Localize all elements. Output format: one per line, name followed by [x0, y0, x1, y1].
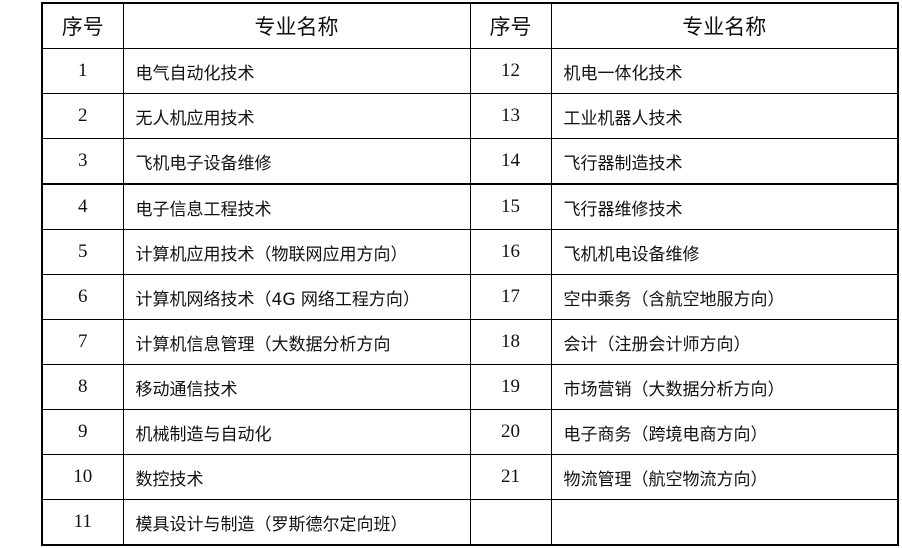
index-cell: 12	[469, 48, 552, 94]
header-major-name: 专业名称	[550, 2, 899, 49]
major-name-cell: 模具设计与制造（罗斯德尔定向班）	[122, 499, 471, 546]
index-cell: 8	[41, 364, 124, 410]
major-name-cell: 飞行器制造技术	[550, 138, 899, 185]
index-cell	[469, 499, 552, 546]
index-cell: 14	[469, 138, 552, 185]
table-row: 9 机械制造与自动化 20 电子商务（跨境电商方向）	[41, 409, 899, 455]
index-cell: 19	[469, 364, 552, 410]
header-row: 序号 专业名称 序号 专业名称	[41, 2, 899, 49]
major-name-cell: 数控技术	[122, 454, 471, 500]
major-name-cell: 电子商务（跨境电商方向）	[550, 409, 899, 455]
index-cell: 13	[469, 93, 552, 139]
index-cell: 21	[469, 454, 552, 500]
index-cell: 17	[469, 274, 552, 320]
major-name-cell: 飞机电子设备维修	[122, 138, 471, 185]
major-name-cell: 机械制造与自动化	[122, 409, 471, 455]
table-row: 10 数控技术 21 物流管理（航空物流方向）	[41, 454, 899, 500]
index-cell: 18	[469, 319, 552, 365]
index-cell: 9	[41, 409, 124, 455]
major-name-cell: 飞行器维修技术	[550, 183, 899, 230]
table-row: 1 电气自动化技术 12 机电一体化技术	[41, 48, 899, 94]
major-name-cell: 机电一体化技术	[550, 48, 899, 94]
major-name-cell: 计算机信息管理（大数据分析方向	[122, 319, 471, 365]
major-name-cell: 会计（注册会计师方向）	[550, 319, 899, 365]
major-name-cell	[550, 499, 899, 546]
header-index: 序号	[41, 2, 124, 49]
table-row: 3 飞机电子设备维修 14 飞行器制造技术	[41, 138, 899, 185]
index-cell: 2	[41, 93, 124, 139]
table-row: 2 无人机应用技术 13 工业机器人技术	[41, 93, 899, 139]
header-major-name: 专业名称	[122, 2, 471, 49]
table-row: 5 计算机应用技术（物联网应用方向） 16 飞机机电设备维修	[41, 229, 899, 275]
index-cell: 4	[41, 183, 124, 230]
index-cell: 20	[469, 409, 552, 455]
major-name-cell: 计算机网络技术（4G 网络工程方向）	[122, 274, 471, 320]
index-cell: 11	[41, 499, 124, 546]
major-name-cell: 工业机器人技术	[550, 93, 899, 139]
majors-table: 序号 专业名称 序号 专业名称 1 电气自动化技术 12 机电一体化技术 2 无人机应用技…	[41, 2, 899, 546]
major-name-cell: 无人机应用技术	[122, 93, 471, 139]
index-cell: 16	[469, 229, 552, 275]
major-name-cell: 电子信息工程技术	[122, 183, 471, 230]
index-cell: 5	[41, 229, 124, 275]
table-row: 8 移动通信技术 19 市场营销（大数据分析方向）	[41, 364, 899, 410]
index-cell: 3	[41, 138, 124, 185]
table-row: 7 计算机信息管理（大数据分析方向 18 会计（注册会计师方向）	[41, 319, 899, 365]
index-cell: 15	[469, 183, 552, 230]
major-name-cell: 电气自动化技术	[122, 48, 471, 94]
major-name-cell: 市场营销（大数据分析方向）	[550, 364, 899, 410]
major-name-cell: 物流管理（航空物流方向）	[550, 454, 899, 500]
index-cell: 7	[41, 319, 124, 365]
major-name-cell: 空中乘务（含航空地服方向）	[550, 274, 899, 320]
index-cell: 6	[41, 274, 124, 320]
index-cell: 1	[41, 48, 124, 94]
major-name-cell: 飞机机电设备维修	[550, 229, 899, 275]
table-row: 11 模具设计与制造（罗斯德尔定向班）	[41, 499, 899, 546]
index-cell: 10	[41, 454, 124, 500]
major-name-cell: 移动通信技术	[122, 364, 471, 410]
table-row: 4 电子信息工程技术 15 飞行器维修技术	[41, 183, 899, 230]
major-name-cell: 计算机应用技术（物联网应用方向）	[122, 229, 471, 275]
table-row: 6 计算机网络技术（4G 网络工程方向） 17 空中乘务（含航空地服方向）	[41, 274, 899, 320]
header-index: 序号	[469, 2, 552, 49]
